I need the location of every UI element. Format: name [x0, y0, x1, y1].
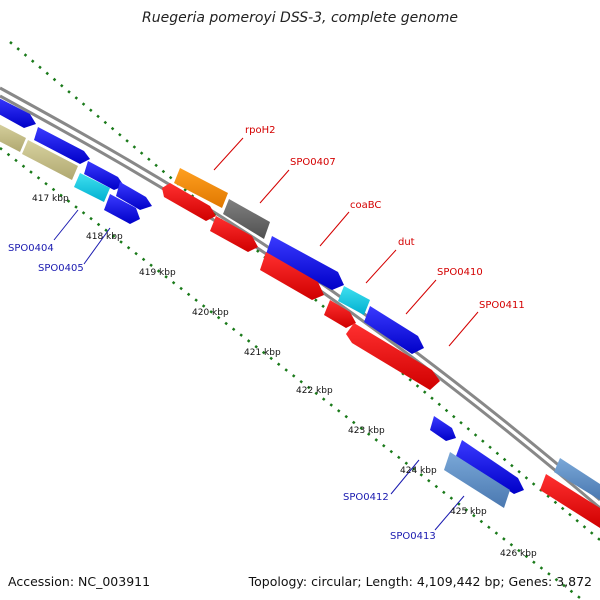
scale-tick-label: 426 kbp [500, 549, 537, 559]
gene-feature[interactable] [364, 306, 424, 354]
gene-feature[interactable] [84, 161, 124, 190]
gene-feature[interactable] [116, 182, 152, 210]
scale-tick-label: 418 kbp [86, 232, 123, 242]
gene-label-dut[interactable]: dut [398, 237, 415, 248]
gene-feature[interactable] [0, 122, 26, 152]
gene-features [0, 96, 600, 528]
map-title: Ruegeria pomeroyi DSS-3, complete genome [142, 10, 458, 26]
gene-feature[interactable] [22, 140, 78, 180]
callout-lines [53, 137, 479, 531]
gene-label-spo0410[interactable]: SPO0410 [437, 267, 483, 278]
gene-feature[interactable] [260, 252, 324, 300]
gene-feature[interactable] [444, 452, 510, 508]
gene-feature[interactable] [74, 173, 110, 202]
gene-feature[interactable] [223, 199, 270, 239]
gene-feature[interactable] [456, 440, 524, 494]
gene-label-spo0411[interactable]: SPO0411 [479, 300, 525, 311]
scale-tick-label: 424 kbp [400, 466, 437, 476]
gene-feature[interactable] [554, 458, 600, 500]
scale-tick-label: 421 kbp [244, 348, 281, 358]
gene-feature[interactable] [540, 474, 600, 528]
scale-tick-label: 422 kbp [296, 386, 333, 396]
gene-label-spo0413[interactable]: SPO0413 [390, 531, 436, 542]
scale-tick-label: 419 kbp [139, 268, 176, 278]
gene-feature[interactable] [266, 236, 344, 290]
gene-label-spo0407[interactable]: SPO0407 [290, 157, 336, 168]
gene-feature[interactable] [324, 300, 356, 328]
scale-tick-label: 423 kbp [348, 426, 385, 436]
topology-text: Topology: circular; Length: 4,109,442 bp… [248, 574, 592, 589]
gene-feature[interactable] [346, 323, 440, 390]
gene-feature[interactable] [162, 183, 216, 221]
gene-label-spo0412[interactable]: SPO0412 [343, 492, 389, 503]
gene-feature[interactable] [174, 168, 228, 208]
gene-feature[interactable] [210, 216, 258, 252]
gene-label-spo0404[interactable]: SPO0404 [8, 243, 54, 254]
accession-text: Accession: NC_003911 [8, 574, 150, 589]
gene-feature[interactable] [0, 96, 36, 128]
gene-label-rpoh2[interactable]: rpoH2 [245, 125, 275, 136]
gene-label-coabc[interactable]: coaBC [350, 200, 381, 211]
inner-tick-track [0, 147, 581, 599]
gene-feature[interactable] [430, 416, 456, 441]
gene-feature[interactable] [338, 286, 370, 315]
gene-feature[interactable] [104, 194, 140, 224]
genome-backbone-outer [0, 86, 600, 502]
gene-label-spo0405[interactable]: SPO0405 [38, 263, 84, 274]
gene-feature[interactable] [34, 127, 90, 164]
scale-tick-label: 425 kbp [450, 507, 487, 517]
scale-tick-label: 417 kbp [32, 194, 69, 204]
scale-tick-label: 420 kbp [192, 308, 229, 318]
